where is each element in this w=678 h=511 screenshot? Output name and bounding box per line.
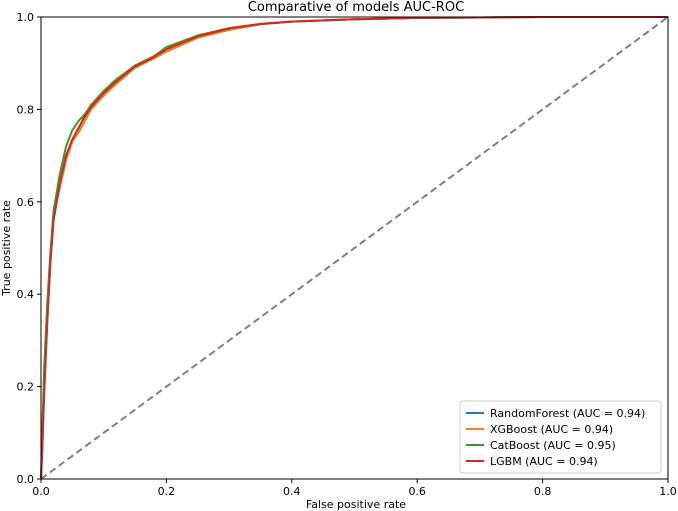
- x-tick-label: 0.0: [32, 485, 50, 498]
- y-tick-label: 0.2: [17, 381, 35, 394]
- chart-title: Comparative of models AUC-ROC: [248, 0, 464, 15]
- axes: 0.0 0.2 0.4 0.6 0.8 1.0 0.0 0.2 0.4 0.6 0.8 1.0: [17, 11, 677, 498]
- plot-area: [40, 16, 669, 480]
- x-tick-label: 0.6: [408, 485, 426, 498]
- y-axis-label: True positive rate: [0, 200, 13, 297]
- legend: RandomForest (AUC = 0.94) XGBoost (AUC = …: [459, 400, 662, 474]
- diagonal-reference-line: [40, 16, 669, 480]
- series-line-3: [40, 16, 668, 480]
- y-tick-label: 1.0: [17, 11, 35, 24]
- x-tick-label: 0.2: [158, 485, 176, 498]
- x-tick-label: 0.4: [283, 485, 301, 498]
- x-axis-label: False positive rate: [306, 498, 406, 511]
- x-tick-label: 0.8: [534, 485, 552, 498]
- legend-label-3: LGBM (AUC = 0.94): [490, 455, 598, 468]
- y-tick-label: 0.8: [17, 103, 35, 116]
- x-tick-label: 1.0: [659, 485, 677, 498]
- legend-label-2: CatBoost (AUC = 0.95): [490, 439, 616, 452]
- legend-label-0: RandomForest (AUC = 0.94): [490, 407, 645, 420]
- legend-box: [459, 400, 662, 474]
- y-tick-label: 0.4: [17, 288, 35, 301]
- y-tick-label: 0.0: [17, 473, 35, 486]
- y-tick-label: 0.6: [17, 196, 35, 209]
- axes-frame: [40, 16, 669, 480]
- legend-label-1: XGBoost (AUC = 0.94): [490, 423, 613, 436]
